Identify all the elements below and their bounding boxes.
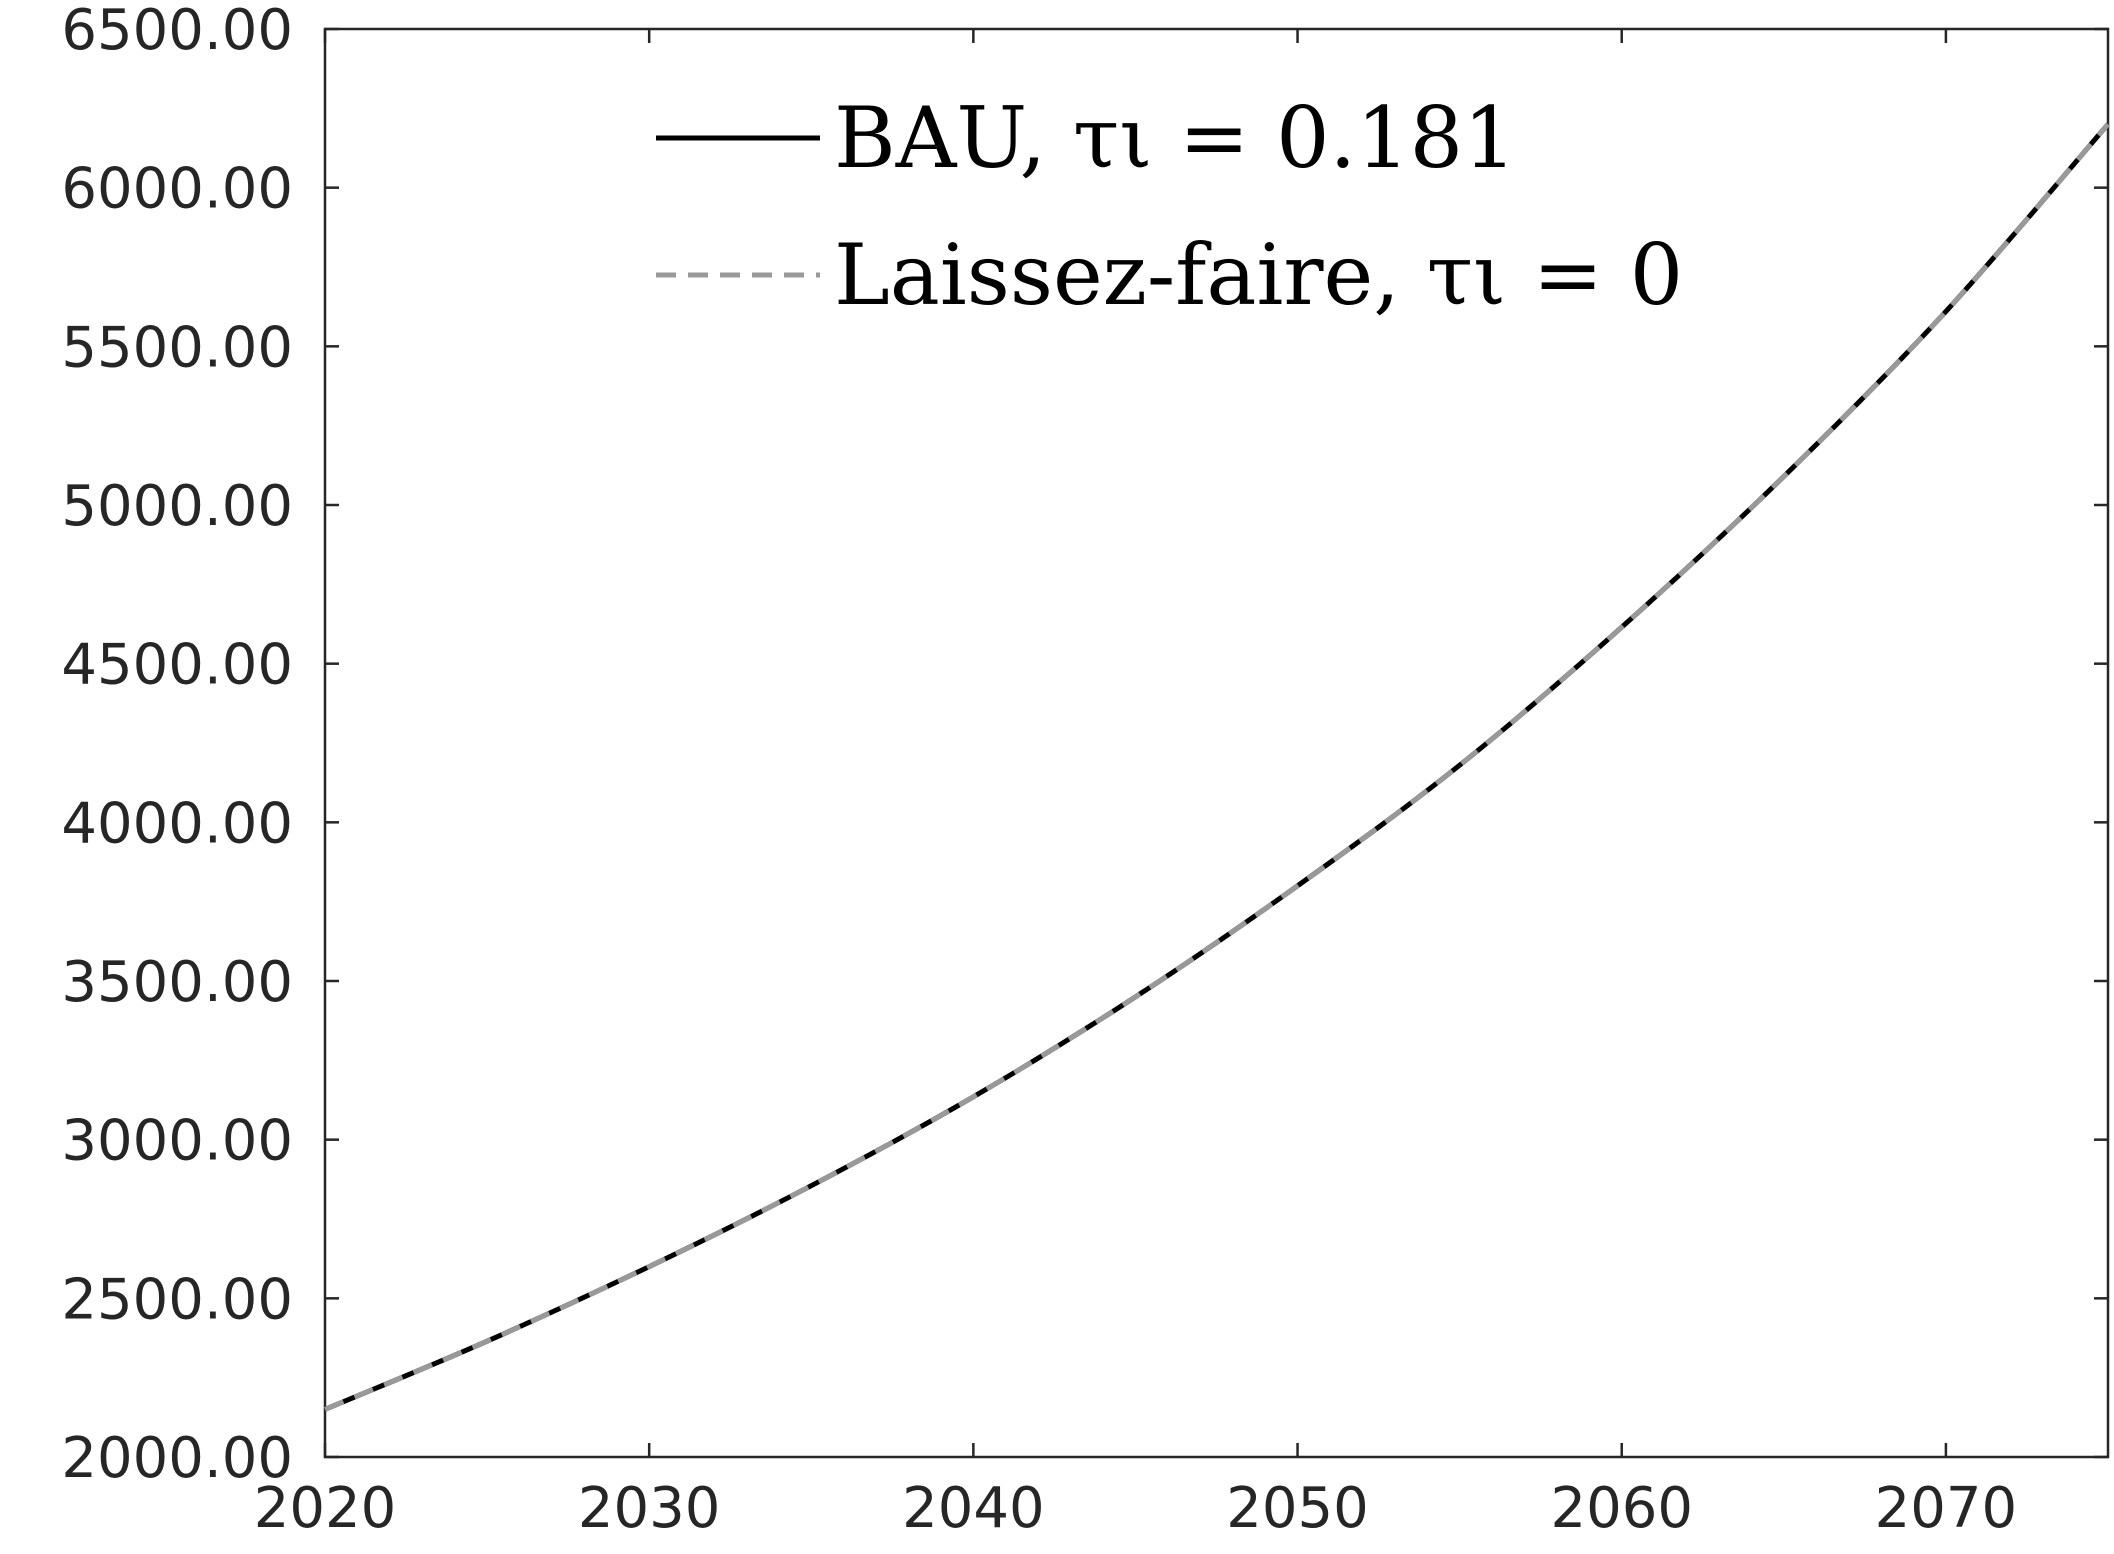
x-tick-label: 2070 bbox=[1875, 1476, 2018, 1541]
legend-label-bau: BAU, τι = 0.181 bbox=[834, 89, 1517, 187]
series-line-laissez-faire bbox=[324, 122, 2110, 1412]
x-tick-label: 2020 bbox=[254, 1476, 397, 1541]
x-tick-label: 2030 bbox=[578, 1476, 721, 1541]
y-tick-label: 5000.00 bbox=[61, 474, 293, 539]
y-tick-label: 2000.00 bbox=[61, 1426, 293, 1491]
series-group bbox=[324, 122, 2110, 1412]
x-tick-label: 2040 bbox=[902, 1476, 1045, 1541]
y-tick-label: 3000.00 bbox=[61, 1109, 293, 1174]
y-tick-label: 4000.00 bbox=[61, 791, 293, 856]
y-tick-label: 5500.00 bbox=[61, 315, 293, 380]
legend-label-laissez-faire: Laissez-faire, τι = 0 bbox=[834, 226, 1683, 324]
x-tick-label: 2050 bbox=[1226, 1476, 1369, 1541]
y-tick-label: 6500.00 bbox=[61, 0, 293, 63]
y-tick-label: 4500.00 bbox=[61, 633, 293, 698]
y-tick-label: 6000.00 bbox=[61, 157, 293, 222]
legend: BAU, τι = 0.181 Laissez-faire, τι = 0 bbox=[656, 89, 1683, 324]
axes: 2020 2030 2040 2050 2060 2070 2000.00 2500.00 30… bbox=[61, 0, 2110, 1541]
plot-frame bbox=[323, 27, 2110, 1459]
y-tick-label: 3500.00 bbox=[61, 950, 293, 1015]
y-tick-label: 2500.00 bbox=[61, 1267, 293, 1332]
x-tick-label: 2060 bbox=[1550, 1476, 1693, 1541]
